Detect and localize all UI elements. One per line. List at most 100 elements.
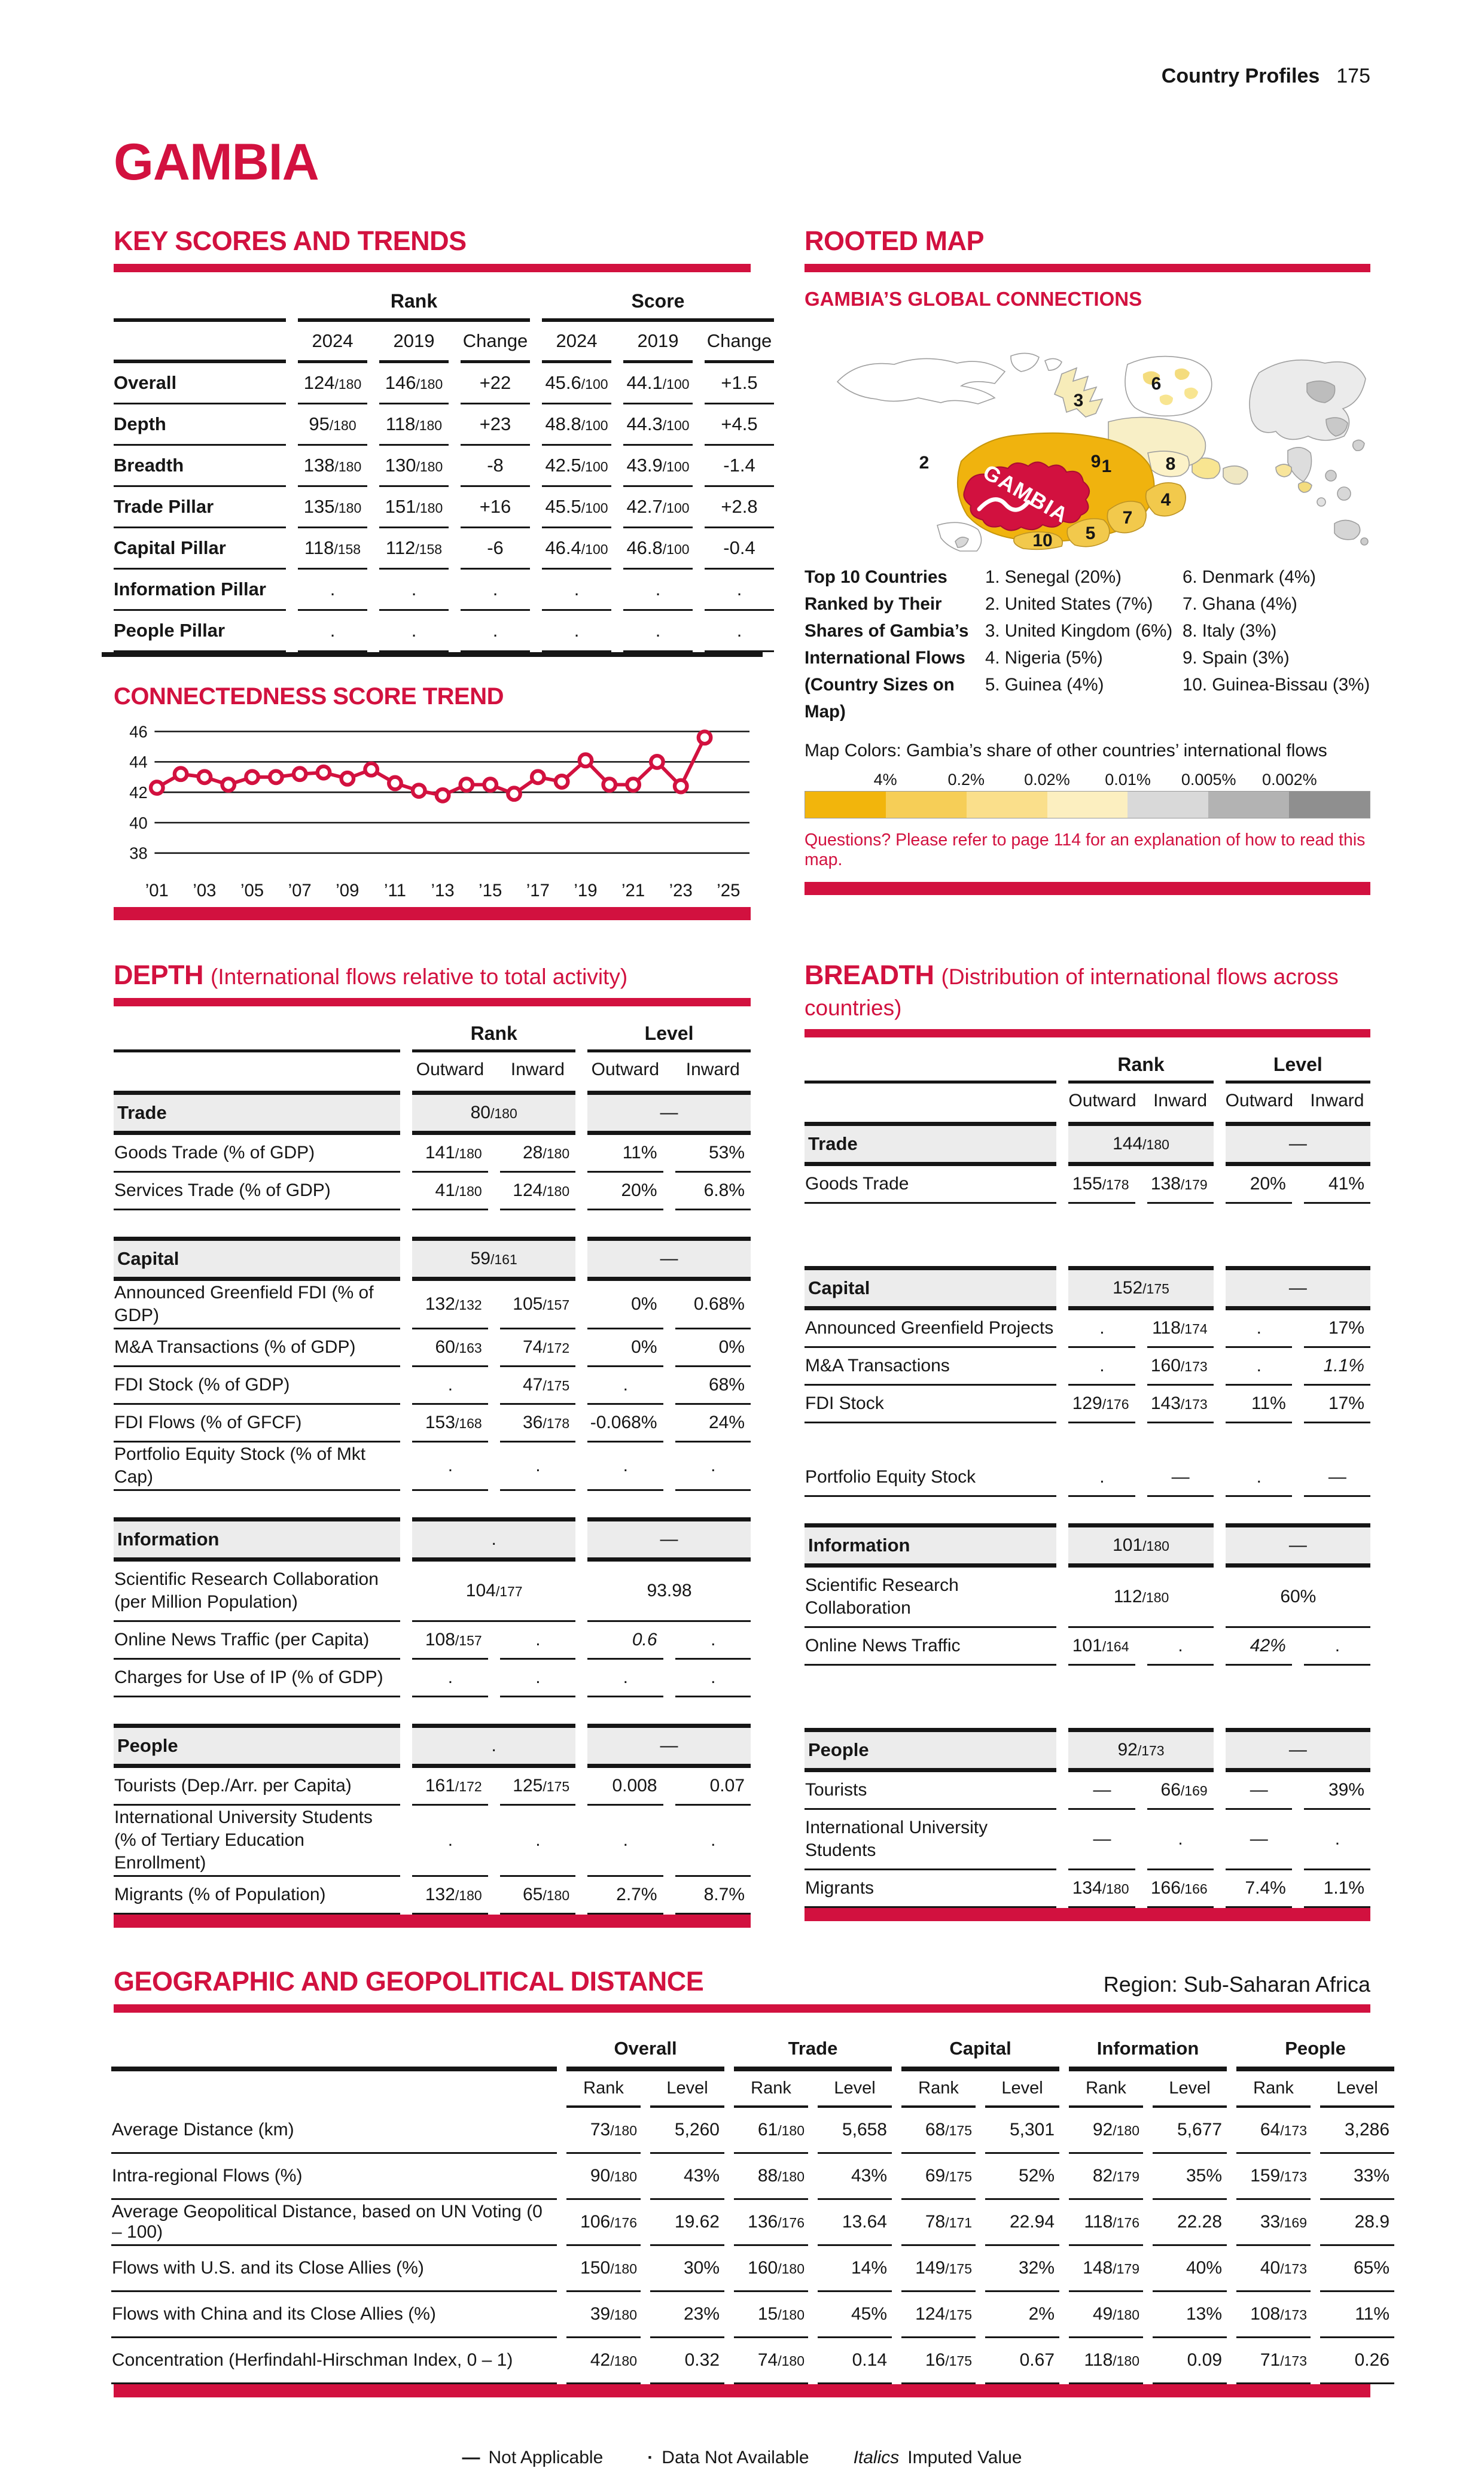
geo-rank-value: 150/180 [566,2246,641,2292]
indicator-label: Portfolio Equity Stock [805,1459,1057,1497]
key-scores-value: 48.8/100 [542,404,611,446]
inward-column-header: Inward [685,1059,740,1079]
geo-level-value: 3,286 [1320,2108,1395,2154]
group-band-rank: 144/180 [1068,1121,1214,1166]
geo-row: Average Distance (km) 73/180 5,260 61/180 5,… [111,2108,1395,2154]
group-band-row: Capital 59/161— [114,1236,751,1281]
trend-xtick-label: ’09 [336,881,359,900]
geo-title: GEOGRAPHIC AND GEOPOLITICAL DISTANCE [114,1965,704,1997]
map-label-4: 4 [1161,490,1171,510]
trend-data-point [410,783,427,799]
trend-data-point [458,777,475,793]
indicator-rank-span: 104/177 [412,1562,576,1622]
indicator-rank: 125/175 [499,1768,576,1806]
trend-data-point [339,770,356,787]
indicator-rank: . [499,1806,576,1877]
indicator-row: Announced Greenfield Projects. 118/174. 17… [805,1310,1370,1348]
indicator-rank: 132/180 [412,1877,488,1915]
map-scale-label: 0.005% [1181,771,1236,789]
geo-rank-value: 118/180 [1069,2338,1144,2384]
indicator-level: 0% [675,1329,751,1367]
legend-item: Italics Imputed Value [853,2447,1022,2467]
indicator-level: . [675,1443,751,1491]
indicator-rank: . [1147,1628,1214,1666]
map-scale-segment [966,792,1047,818]
geo-level-value: 43% [818,2154,892,2200]
indicator-level: 2.7% [587,1877,663,1915]
indicator-row: Tourists (Dep./Arr. per Capita) 161/172 12… [114,1768,751,1806]
group-band-row: People. — [114,1723,751,1768]
geo-level-value: 5,301 [985,2108,1060,2154]
indicator-label: Goods Trade (% of GDP) [114,1135,401,1173]
indicator-row [805,1204,1370,1240]
map-color-scale: 4% 0.2% 0.02% 0.01% 0.005% 0.002% [805,767,1370,820]
indicator-rank: 41/180 [412,1173,488,1210]
geo-corner [111,2028,557,2071]
key-scores-value: 151/180 [379,487,449,528]
geo-rank-value: 108/173 [1236,2292,1311,2338]
indicator-row: Goods Trade (% of GDP) 141/180 28/180 11% 53… [114,1135,751,1173]
geo-row: Concentration (Herfindahl-Hirschman Inde… [111,2338,1395,2384]
indicator-rank: — [1147,1459,1214,1497]
indicator-level: . [587,1806,663,1877]
indicator-level: 0% [587,1281,663,1329]
trend-ytick-label: 42 [129,783,147,802]
indicator-level: 17% [1303,1310,1370,1348]
indicator-level: 11% [1225,1386,1292,1423]
map-guinea-shape [1066,518,1110,547]
top10-heading-line: International Flows [805,648,965,668]
top10-item: 10. Guinea-Bissau (3%) [1183,675,1370,695]
indicator-label: Announced Greenfield Projects [805,1310,1057,1348]
geo-rank-value: 90/180 [566,2154,641,2200]
key-scores-value: 135/180 [298,487,367,528]
geo-rank-value: 33/169 [1236,2200,1311,2246]
key-scores-row-label: Depth [114,404,286,446]
country-title: GAMBIA [114,133,319,191]
map-nigeria-shape [1145,482,1186,517]
group-band-rank: . [412,1723,576,1768]
geo-rank-value: 149/175 [901,2246,976,2292]
trend-data-point [267,769,284,786]
indicator-label: Goods Trade [805,1166,1057,1204]
indicator-label: Migrants [805,1870,1057,1908]
trend-data-point [482,777,499,793]
indicator-level: 41% [1303,1166,1370,1204]
indicator-rank: . [499,1660,576,1697]
map-color-scale-bar [805,791,1370,818]
top10-countries-block: Top 10 Countries Ranked by Their Shares of… [805,564,1370,725]
indicator-group-table: Trade 80/180— Goods Trade (% of GDP) 141/18… [102,1090,763,1210]
page-header: Country Profiles 175 [1162,65,1370,88]
key-scores-row-label: People Pillar [114,611,286,652]
key-scores-row-label: Overall [114,363,286,404]
group-band-label: People [805,1727,1057,1772]
key-scores-value: 138/180 [298,446,367,487]
indicator-level: 8.7% [675,1877,751,1915]
indicator-rank: 101/164 [1068,1628,1135,1666]
trend-xtick-label: ’19 [574,881,597,900]
indicator-label: Portfolio Equity Stock (% of Mkt Cap) [114,1443,401,1491]
indicator-level: . [1225,1459,1292,1497]
group-band-level: — [587,1236,751,1281]
indicator-label: M&A Transactions (% of GDP) [114,1329,401,1367]
map-label-9: 9 [1091,452,1101,471]
key-scores-group-score: Score [542,290,774,322]
indicator-rank: — [1068,1810,1135,1870]
geo-subheader: Rank [901,2071,976,2108]
geo-subheader: Level [650,2071,724,2108]
geo-subheader: Rank [566,2071,641,2108]
indicator-level: 24% [675,1405,751,1443]
indicator-rank: 143/173 [1147,1386,1214,1423]
map-italy-shape [1147,451,1190,477]
top10-item: 7. Ghana (4%) [1183,594,1297,614]
geo-level-value: 28.9 [1320,2200,1395,2246]
map-scale-segment [1047,792,1128,818]
geo-row-label: Flows with China and its Close Allies (%… [111,2292,557,2338]
indicator-label: Online News Traffic (per Capita) [114,1622,401,1660]
geo-level-value: 13% [1153,2292,1227,2338]
map-color-scale-labels: 4% 0.2% 0.02% 0.01% 0.005% 0.002% [805,767,1370,791]
map-scale-label: 0.02% [1024,771,1070,789]
geo-subheader: Rank [734,2071,808,2108]
geo-subheader: Level [1153,2071,1227,2108]
indicator-label: Tourists (Dep./Arr. per Capita) [114,1768,401,1806]
geo-level-value: 35% [1153,2154,1227,2200]
